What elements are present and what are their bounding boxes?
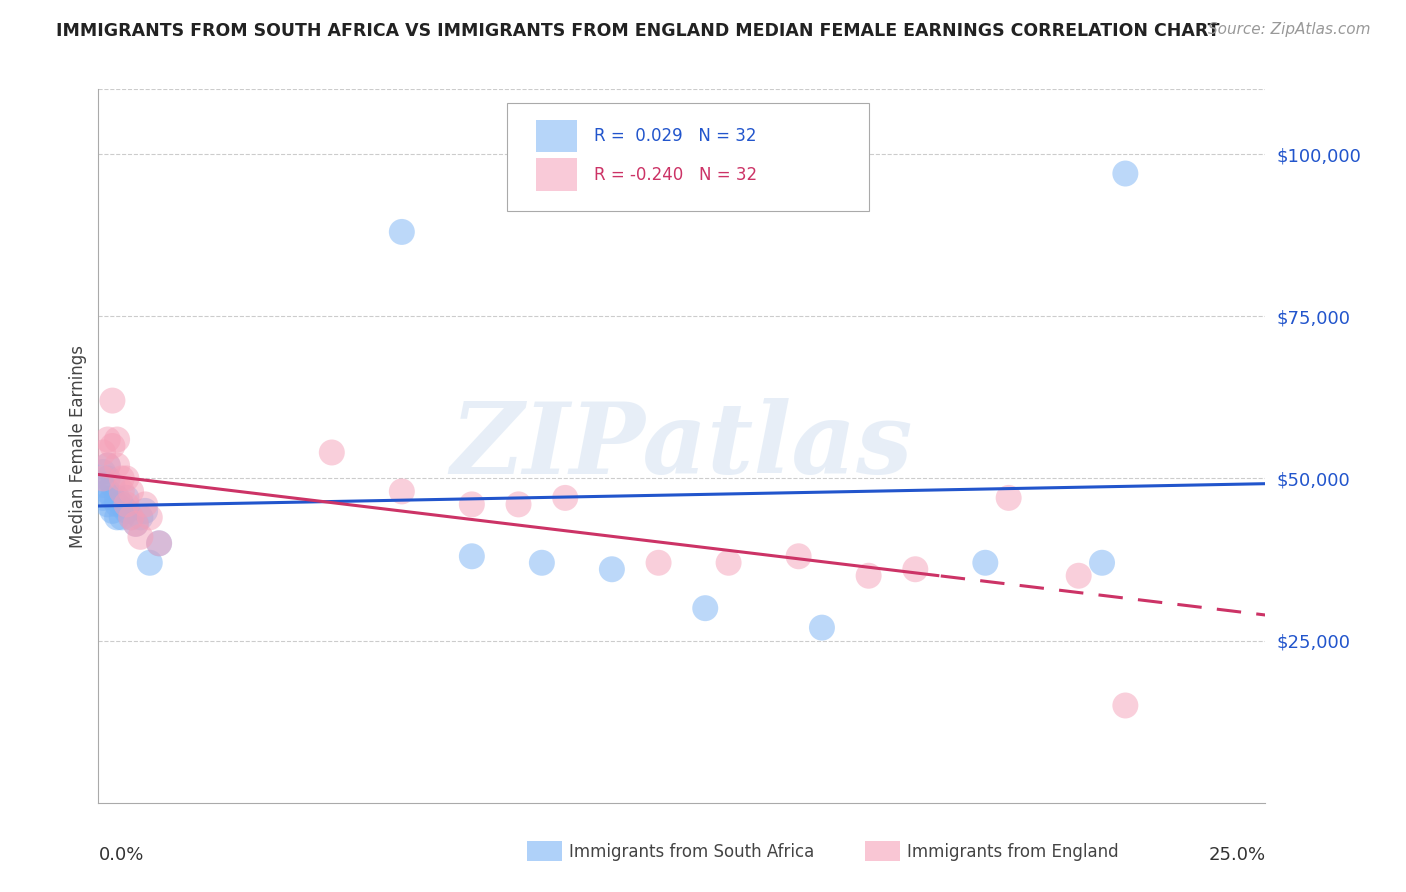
Point (91, 491, 114, 505)
Text: IMMIGRANTS FROM SOUTH AFRICA VS IMMIGRANTS FROM ENGLAND MEDIAN FEMALE EARNINGS C: IMMIGRANTS FROM SOUTH AFRICA VS IMMIGRAN… (56, 22, 1220, 40)
Point (647, 556, 669, 570)
Point (148, 536, 170, 550)
Point (105, 510, 128, 524)
FancyBboxPatch shape (536, 159, 576, 191)
Point (508, 497, 530, 511)
Point (97, 433, 120, 447)
Point (111, 484, 134, 499)
Point (717, 556, 740, 570)
Point (115, 497, 138, 511)
Text: Source: ZipAtlas.com: Source: ZipAtlas.com (1208, 22, 1371, 37)
Point (115, 471, 138, 485)
Point (97, 484, 120, 499)
Point (129, 510, 152, 524)
Point (91, 465, 114, 479)
Point (134, 497, 156, 511)
Text: R = -0.240   N = 32: R = -0.240 N = 32 (595, 166, 758, 184)
Point (97, 497, 120, 511)
Point (321, 445, 343, 459)
Point (105, 458, 128, 473)
Point (391, 225, 413, 239)
Point (139, 510, 162, 524)
Text: 0.0%: 0.0% (98, 846, 143, 863)
Point (97, 458, 120, 473)
Point (101, 491, 124, 505)
Point (1091, 556, 1114, 570)
Point (91, 471, 114, 485)
Point (1067, 568, 1090, 582)
Point (134, 504, 156, 518)
Point (129, 530, 152, 544)
Point (391, 484, 413, 499)
Point (461, 497, 484, 511)
Text: R =  0.029   N = 32: R = 0.029 N = 32 (595, 127, 756, 145)
Text: Immigrants from England: Immigrants from England (907, 843, 1119, 861)
Point (600, 562, 623, 576)
Text: ZIPatlas: ZIPatlas (451, 398, 912, 494)
Point (695, 601, 717, 615)
Point (120, 510, 142, 524)
Point (974, 556, 997, 570)
Point (554, 491, 576, 505)
FancyBboxPatch shape (536, 120, 576, 152)
Point (811, 621, 834, 635)
Point (139, 556, 162, 570)
Point (105, 433, 128, 447)
FancyBboxPatch shape (506, 103, 869, 211)
Point (115, 504, 138, 518)
Point (530, 556, 553, 570)
Point (105, 491, 128, 505)
Point (111, 497, 134, 511)
Point (120, 510, 142, 524)
Point (1114, 167, 1136, 181)
Point (101, 478, 124, 492)
Point (125, 516, 148, 531)
Point (97, 471, 120, 485)
Point (1114, 698, 1136, 713)
Point (91, 478, 114, 492)
Point (111, 471, 134, 485)
Point (148, 536, 170, 550)
Point (101, 393, 124, 408)
Point (858, 568, 880, 582)
Point (461, 549, 484, 564)
Point (115, 491, 138, 505)
Text: Immigrants from South Africa: Immigrants from South Africa (569, 843, 814, 861)
Point (125, 516, 148, 531)
Point (120, 484, 142, 499)
Point (91, 445, 114, 459)
Point (111, 510, 134, 524)
Point (101, 439, 124, 453)
Point (904, 562, 927, 576)
Point (105, 497, 128, 511)
Point (101, 504, 124, 518)
Text: 25.0%: 25.0% (1208, 846, 1265, 863)
Y-axis label: Median Female Earnings: Median Female Earnings (69, 344, 87, 548)
Point (997, 491, 1019, 505)
Point (787, 549, 810, 564)
Point (97, 458, 120, 473)
